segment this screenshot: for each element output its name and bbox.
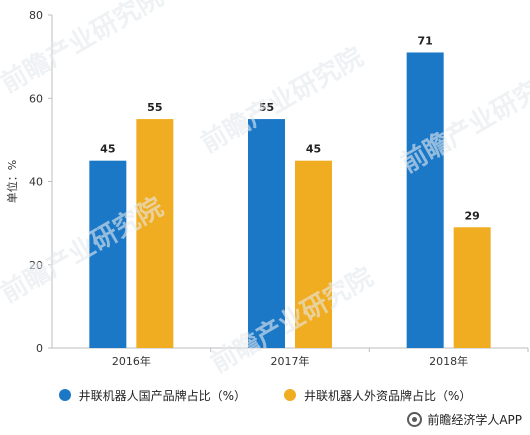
bar-foreign-0 xyxy=(136,119,174,348)
x-tick-label: 2017年 xyxy=(271,354,310,368)
legend-swatch-foreign xyxy=(284,389,296,401)
data-label: 29 xyxy=(465,209,480,222)
bar-domestic-1 xyxy=(248,119,285,348)
legend-label-domestic: 井联机器人国产品牌占比（%） xyxy=(78,388,246,403)
data-label: 55 xyxy=(259,101,274,114)
y-axis-label: 单位：% xyxy=(5,160,19,203)
bar-foreign-1 xyxy=(295,160,332,348)
y-tick-label: 20 xyxy=(29,259,43,272)
y-tick-label: 80 xyxy=(29,9,43,22)
data-label: 45 xyxy=(100,143,115,156)
y-tick-label: 0 xyxy=(36,342,43,355)
logo-icon xyxy=(407,411,423,427)
data-label: 71 xyxy=(418,34,433,47)
legend-swatch-domestic xyxy=(58,389,71,401)
data-label: 45 xyxy=(306,143,321,156)
y-tick-label: 40 xyxy=(29,176,43,189)
bar-domestic-0 xyxy=(89,160,127,348)
source-credit: 前瞻经济学人APP xyxy=(407,409,522,429)
y-tick-label: 60 xyxy=(29,92,43,105)
legend-item-foreign: 井联机器人外资品牌占比（%） xyxy=(284,387,471,404)
data-label: 55 xyxy=(147,101,162,114)
x-tick-label: 2016年 xyxy=(112,354,151,368)
bar-foreign-2 xyxy=(453,227,491,348)
bar-domestic-2 xyxy=(406,52,444,349)
legend-item-domestic: 井联机器人国产品牌占比（%） xyxy=(58,387,246,404)
legend-label-foreign: 井联机器人外资品牌占比（%） xyxy=(304,388,472,403)
source-text: 前瞻经济学人APP xyxy=(427,412,522,427)
chart-legend: 井联机器人国产品牌占比（%） 井联机器人外资品牌占比（%） xyxy=(0,383,530,407)
x-tick-label: 2018年 xyxy=(429,354,468,368)
